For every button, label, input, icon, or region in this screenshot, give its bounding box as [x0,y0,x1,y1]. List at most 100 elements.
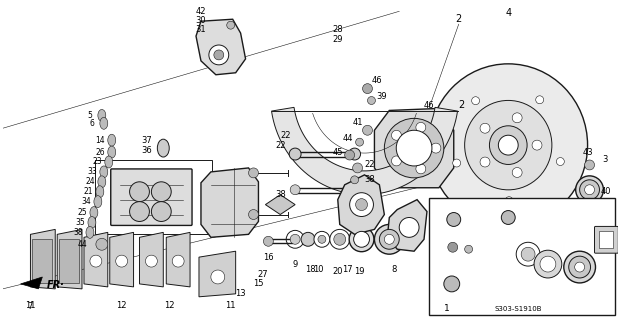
Circle shape [152,182,171,202]
Circle shape [318,235,326,243]
Text: 31: 31 [196,25,206,34]
Text: 27: 27 [257,269,268,278]
Circle shape [444,276,460,292]
Text: 13: 13 [235,289,246,298]
Text: 16: 16 [263,253,274,262]
Circle shape [471,97,479,105]
Text: 38: 38 [364,175,375,184]
Text: 44: 44 [77,240,87,249]
Text: 38: 38 [275,190,286,199]
Circle shape [248,210,258,220]
Ellipse shape [429,64,587,227]
Ellipse shape [353,231,369,247]
Circle shape [353,163,363,173]
Circle shape [505,197,513,204]
Circle shape [396,130,432,166]
Text: 10: 10 [313,265,323,274]
Text: 30: 30 [196,16,206,25]
Polygon shape [374,108,454,188]
Ellipse shape [564,251,596,283]
Circle shape [516,242,540,266]
Text: 19: 19 [355,267,365,276]
Text: 43: 43 [582,148,593,156]
Text: 29: 29 [332,35,343,44]
Circle shape [145,255,157,267]
Ellipse shape [96,186,104,198]
Circle shape [263,236,273,246]
Circle shape [368,97,376,105]
Circle shape [356,138,363,146]
Text: 9: 9 [292,260,297,268]
Text: 22: 22 [275,140,286,150]
Text: 41: 41 [352,118,363,127]
Ellipse shape [90,207,98,219]
Text: 12: 12 [164,301,175,310]
Circle shape [345,150,355,160]
Circle shape [465,245,473,253]
Text: 28: 28 [332,25,343,34]
Text: 21: 21 [83,187,93,196]
Text: 45: 45 [332,148,343,156]
Text: 8: 8 [392,265,397,274]
Text: 18: 18 [305,265,315,274]
Text: 25: 25 [77,208,87,217]
Ellipse shape [374,224,404,254]
Polygon shape [201,168,258,237]
Bar [59,239,79,283]
Text: 17: 17 [342,265,353,274]
Text: 42: 42 [196,7,206,16]
Circle shape [584,160,594,170]
Ellipse shape [157,139,170,157]
Circle shape [448,242,458,252]
Ellipse shape [100,117,108,129]
Circle shape [391,156,401,166]
Ellipse shape [574,262,584,272]
Circle shape [227,21,235,29]
Polygon shape [140,232,163,287]
Circle shape [532,140,542,150]
Ellipse shape [86,227,94,238]
Circle shape [172,255,184,267]
Ellipse shape [379,229,399,249]
Ellipse shape [108,134,116,146]
Text: 22: 22 [280,131,291,140]
Circle shape [116,255,127,267]
Text: 2: 2 [456,14,462,24]
Text: 38: 38 [73,228,83,237]
Text: 34: 34 [81,197,91,206]
Ellipse shape [100,166,108,178]
Circle shape [416,164,426,174]
Circle shape [214,50,224,60]
Circle shape [96,238,108,250]
Circle shape [152,202,171,221]
Circle shape [540,256,556,272]
Polygon shape [271,107,458,195]
Bar [599,231,614,248]
Text: 20: 20 [332,267,343,276]
Bar [429,198,615,315]
Text: S303-S1910B: S303-S1910B [494,306,542,312]
Circle shape [501,211,515,224]
Polygon shape [20,277,42,289]
Text: 24: 24 [85,177,95,186]
Text: 4: 4 [505,8,511,18]
Text: 7: 7 [28,302,33,311]
Circle shape [534,250,562,278]
Circle shape [348,148,361,160]
Circle shape [431,143,441,153]
Text: 11: 11 [225,301,236,310]
Text: 2: 2 [458,100,465,110]
Polygon shape [57,229,82,289]
Polygon shape [30,229,55,289]
Bar [32,239,52,283]
Circle shape [350,193,373,217]
Circle shape [130,182,150,202]
Circle shape [248,168,258,178]
FancyBboxPatch shape [594,227,619,253]
Circle shape [301,232,315,246]
Circle shape [521,247,535,261]
Circle shape [314,231,330,247]
Circle shape [416,123,426,132]
Circle shape [334,233,346,245]
Circle shape [391,130,401,140]
